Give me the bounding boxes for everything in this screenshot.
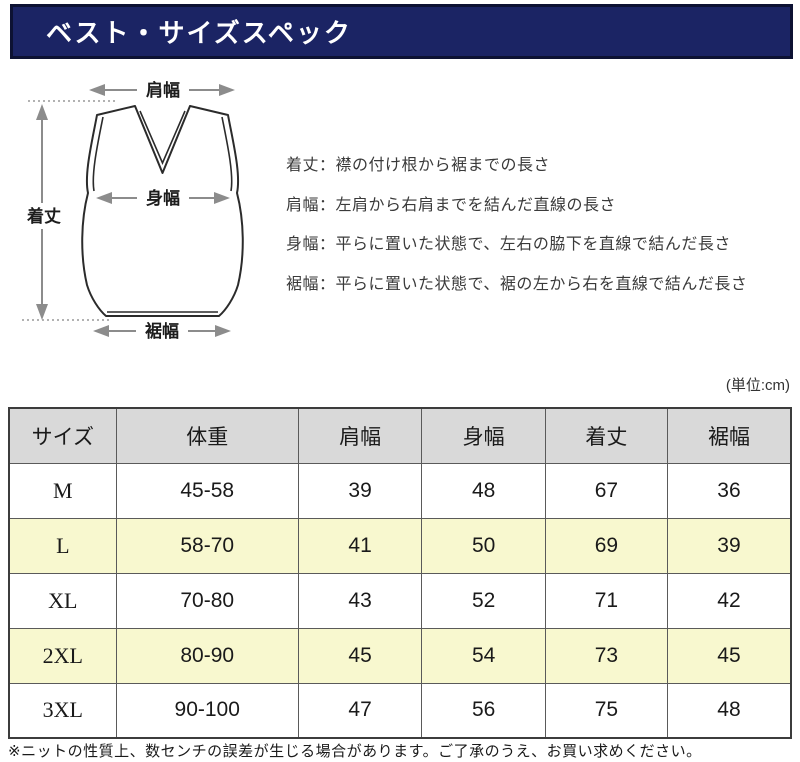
body-width-label: 身幅 [146, 188, 180, 208]
shoulder-width-label-bg [137, 78, 189, 102]
hem-cell: 42 [666, 572, 792, 629]
body-cell: 52 [421, 572, 546, 629]
size-cell: 2XL [8, 627, 117, 684]
weight-cell: 90-100 [115, 682, 299, 739]
unit-label: (単位:cm) [725, 377, 790, 394]
left-armhole-band [92, 116, 104, 192]
vneck-collar-band [139, 110, 186, 166]
size-spec-table: サイズ 体重 肩幅 身幅 着丈 裾幅 M 45-58 39 48 67 36 L… [8, 407, 792, 739]
header-body-width: 身幅 [421, 407, 546, 464]
header-hem-width: 裾幅 [666, 407, 792, 464]
table-row-2xl: 2XL 80-90 45 54 73 45 [8, 627, 792, 684]
table-row-3xl: 3XL 90-100 47 56 75 48 [8, 682, 792, 739]
size-cell: L [8, 517, 117, 574]
hem-cell: 48 [666, 682, 792, 739]
header-shoulder-width: 肩幅 [297, 407, 423, 464]
description-hem-width: 裾幅：平らに置いた状態で、裾の左から右を直線で結んだ長さ [286, 275, 748, 293]
vest-outline [81, 105, 244, 317]
hem-width-label: 裾幅 [145, 321, 179, 341]
length-cell: 71 [544, 572, 668, 629]
shoulder-cell: 41 [297, 517, 423, 574]
description-garment-length: 着丈：襟の付け根から裾までの長さ [286, 157, 551, 174]
description-shoulder-width: 肩幅：左肩から右肩までを結んだ直線の長さ [286, 196, 617, 214]
size-cell: M [8, 462, 117, 519]
weight-cell: 45-58 [115, 462, 299, 519]
header-weight: 体重 [115, 407, 299, 464]
body-cell: 56 [421, 682, 546, 739]
body-cell: 54 [421, 627, 546, 684]
vest-measurement-diagram: 肩幅 着丈 身幅 裾幅 [22, 78, 244, 343]
body-cell: 50 [421, 517, 546, 574]
hem-cell: 45 [666, 627, 792, 684]
page-title: ベスト・サイズスペック [46, 18, 352, 48]
length-cell: 75 [544, 682, 668, 739]
hem-cell: 36 [666, 462, 792, 519]
footnote: ※ニットの性質上、数センチの誤差が生じる場合があります。ご了承のうえ、お買い求め… [8, 743, 702, 760]
header-size: サイズ [8, 407, 117, 464]
garment-length-label: 着丈 [26, 206, 61, 226]
measurement-descriptions: 着丈：襟の付け根から裾までの長さ 肩幅：左肩から右肩までを結んだ直線の長さ 身幅… [286, 146, 791, 304]
hem-cell: 39 [666, 517, 792, 574]
weight-cell: 58-70 [115, 517, 299, 574]
length-cell: 67 [544, 462, 668, 519]
table-row-xl: XL 70-80 43 52 71 42 [8, 572, 792, 629]
right-armhole-band [221, 116, 233, 192]
table-header-row: サイズ 体重 肩幅 身幅 着丈 裾幅 [8, 407, 792, 464]
shoulder-cell: 39 [297, 462, 423, 519]
size-cell: 3XL [8, 682, 117, 739]
shoulder-cell: 45 [297, 627, 423, 684]
table-row-l: L 58-70 41 50 69 39 [8, 517, 792, 574]
title-banner: ベスト・サイズスペック [10, 4, 793, 59]
length-cell: 69 [544, 517, 668, 574]
length-cell: 73 [544, 627, 668, 684]
description-body-width: 身幅：平らに置いた状態で、左右の脇下を直線で結んだ長さ [286, 236, 731, 253]
table-row-m: M 45-58 39 48 67 36 [8, 462, 792, 519]
header-garment-length: 着丈 [544, 407, 668, 464]
weight-cell: 70-80 [115, 572, 299, 629]
shoulder-width-label: 肩幅 [146, 80, 180, 100]
shoulder-cell: 47 [297, 682, 423, 739]
size-cell: XL [8, 572, 117, 629]
hem-width-label-bg [136, 319, 188, 343]
weight-cell: 80-90 [115, 627, 299, 684]
body-cell: 48 [421, 462, 546, 519]
garment-length-label-bg [22, 203, 66, 229]
body-width-label-bg [137, 186, 189, 210]
shoulder-cell: 43 [297, 572, 423, 629]
